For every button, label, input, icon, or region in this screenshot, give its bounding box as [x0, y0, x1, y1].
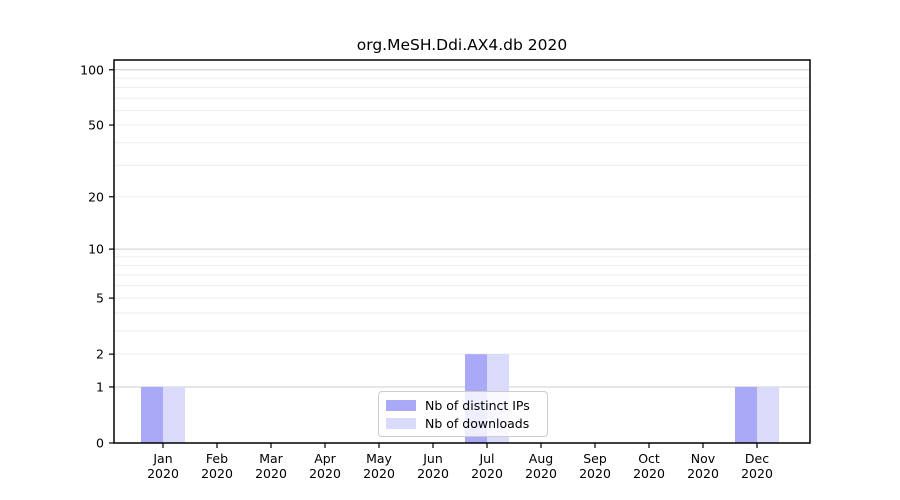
y-axis-tick-label: 2 — [96, 347, 104, 362]
x-axis-tick-label-year: 2020 — [309, 466, 341, 481]
x-axis-tick-label-year: 2020 — [471, 466, 503, 481]
x-axis-tick-label-year: 2020 — [741, 466, 773, 481]
legend: Nb of distinct IPs Nb of downloads — [378, 391, 548, 437]
legend-label-downloads: Nb of downloads — [425, 415, 530, 431]
x-axis-tick-label-month: Dec — [745, 451, 769, 466]
x-axis-tick-label-month: Nov — [691, 451, 716, 466]
x-axis-tick-label-year: 2020 — [255, 466, 287, 481]
x-axis-tick-label-month: Oct — [638, 451, 660, 466]
x-axis-tick-label-year: 2020 — [633, 466, 665, 481]
legend-item-downloads: Nb of downloads — [386, 414, 539, 432]
legend-swatch-distinct-ips — [386, 399, 416, 411]
x-axis-tick-label-month: Jun — [422, 451, 443, 466]
bar-distinct-ips — [141, 386, 163, 443]
y-axis-tick-label: 100 — [80, 62, 104, 77]
x-axis-tick-label-month: Feb — [206, 451, 228, 466]
legend-label-distinct-ips: Nb of distinct IPs — [425, 397, 530, 413]
plot-frame — [113, 59, 811, 444]
x-axis-tick-label-month: Aug — [529, 451, 553, 466]
x-axis-tick-label-month: Jan — [152, 451, 172, 466]
x-axis-tick-label-year: 2020 — [687, 466, 719, 481]
legend-item-distinct-ips: Nb of distinct IPs — [386, 396, 539, 414]
x-axis-tick-label-month: Mar — [259, 451, 283, 466]
y-axis-tick-label: 1 — [96, 379, 104, 394]
bar-downloads — [163, 386, 185, 443]
x-axis-tick-label-year: 2020 — [579, 466, 611, 481]
x-axis-tick-label-month: May — [366, 451, 392, 466]
bar-downloads — [757, 386, 779, 443]
x-axis-tick-label-year: 2020 — [417, 466, 449, 481]
x-axis-tick-label-year: 2020 — [147, 466, 179, 481]
bar-distinct-ips — [735, 386, 757, 443]
y-axis-tick-label: 50 — [88, 118, 104, 133]
x-axis-tick-label-month: Jul — [478, 451, 494, 466]
y-axis-tick-label: 5 — [96, 291, 104, 306]
y-axis-tick-label: 10 — [88, 242, 104, 257]
legend-swatch-downloads — [386, 417, 416, 429]
x-axis-tick-label-year: 2020 — [201, 466, 233, 481]
x-axis-tick-label-year: 2020 — [363, 466, 395, 481]
x-axis-tick-label-month: Sep — [583, 451, 607, 466]
y-axis-tick-label: 0 — [96, 436, 104, 451]
chart-title: org.MeSH.Ddi.AX4.db 2020 — [356, 36, 568, 54]
x-axis-tick-label-year: 2020 — [525, 466, 557, 481]
x-axis-tick-label-month: Apr — [314, 451, 336, 466]
y-axis-tick-label: 20 — [88, 189, 104, 204]
